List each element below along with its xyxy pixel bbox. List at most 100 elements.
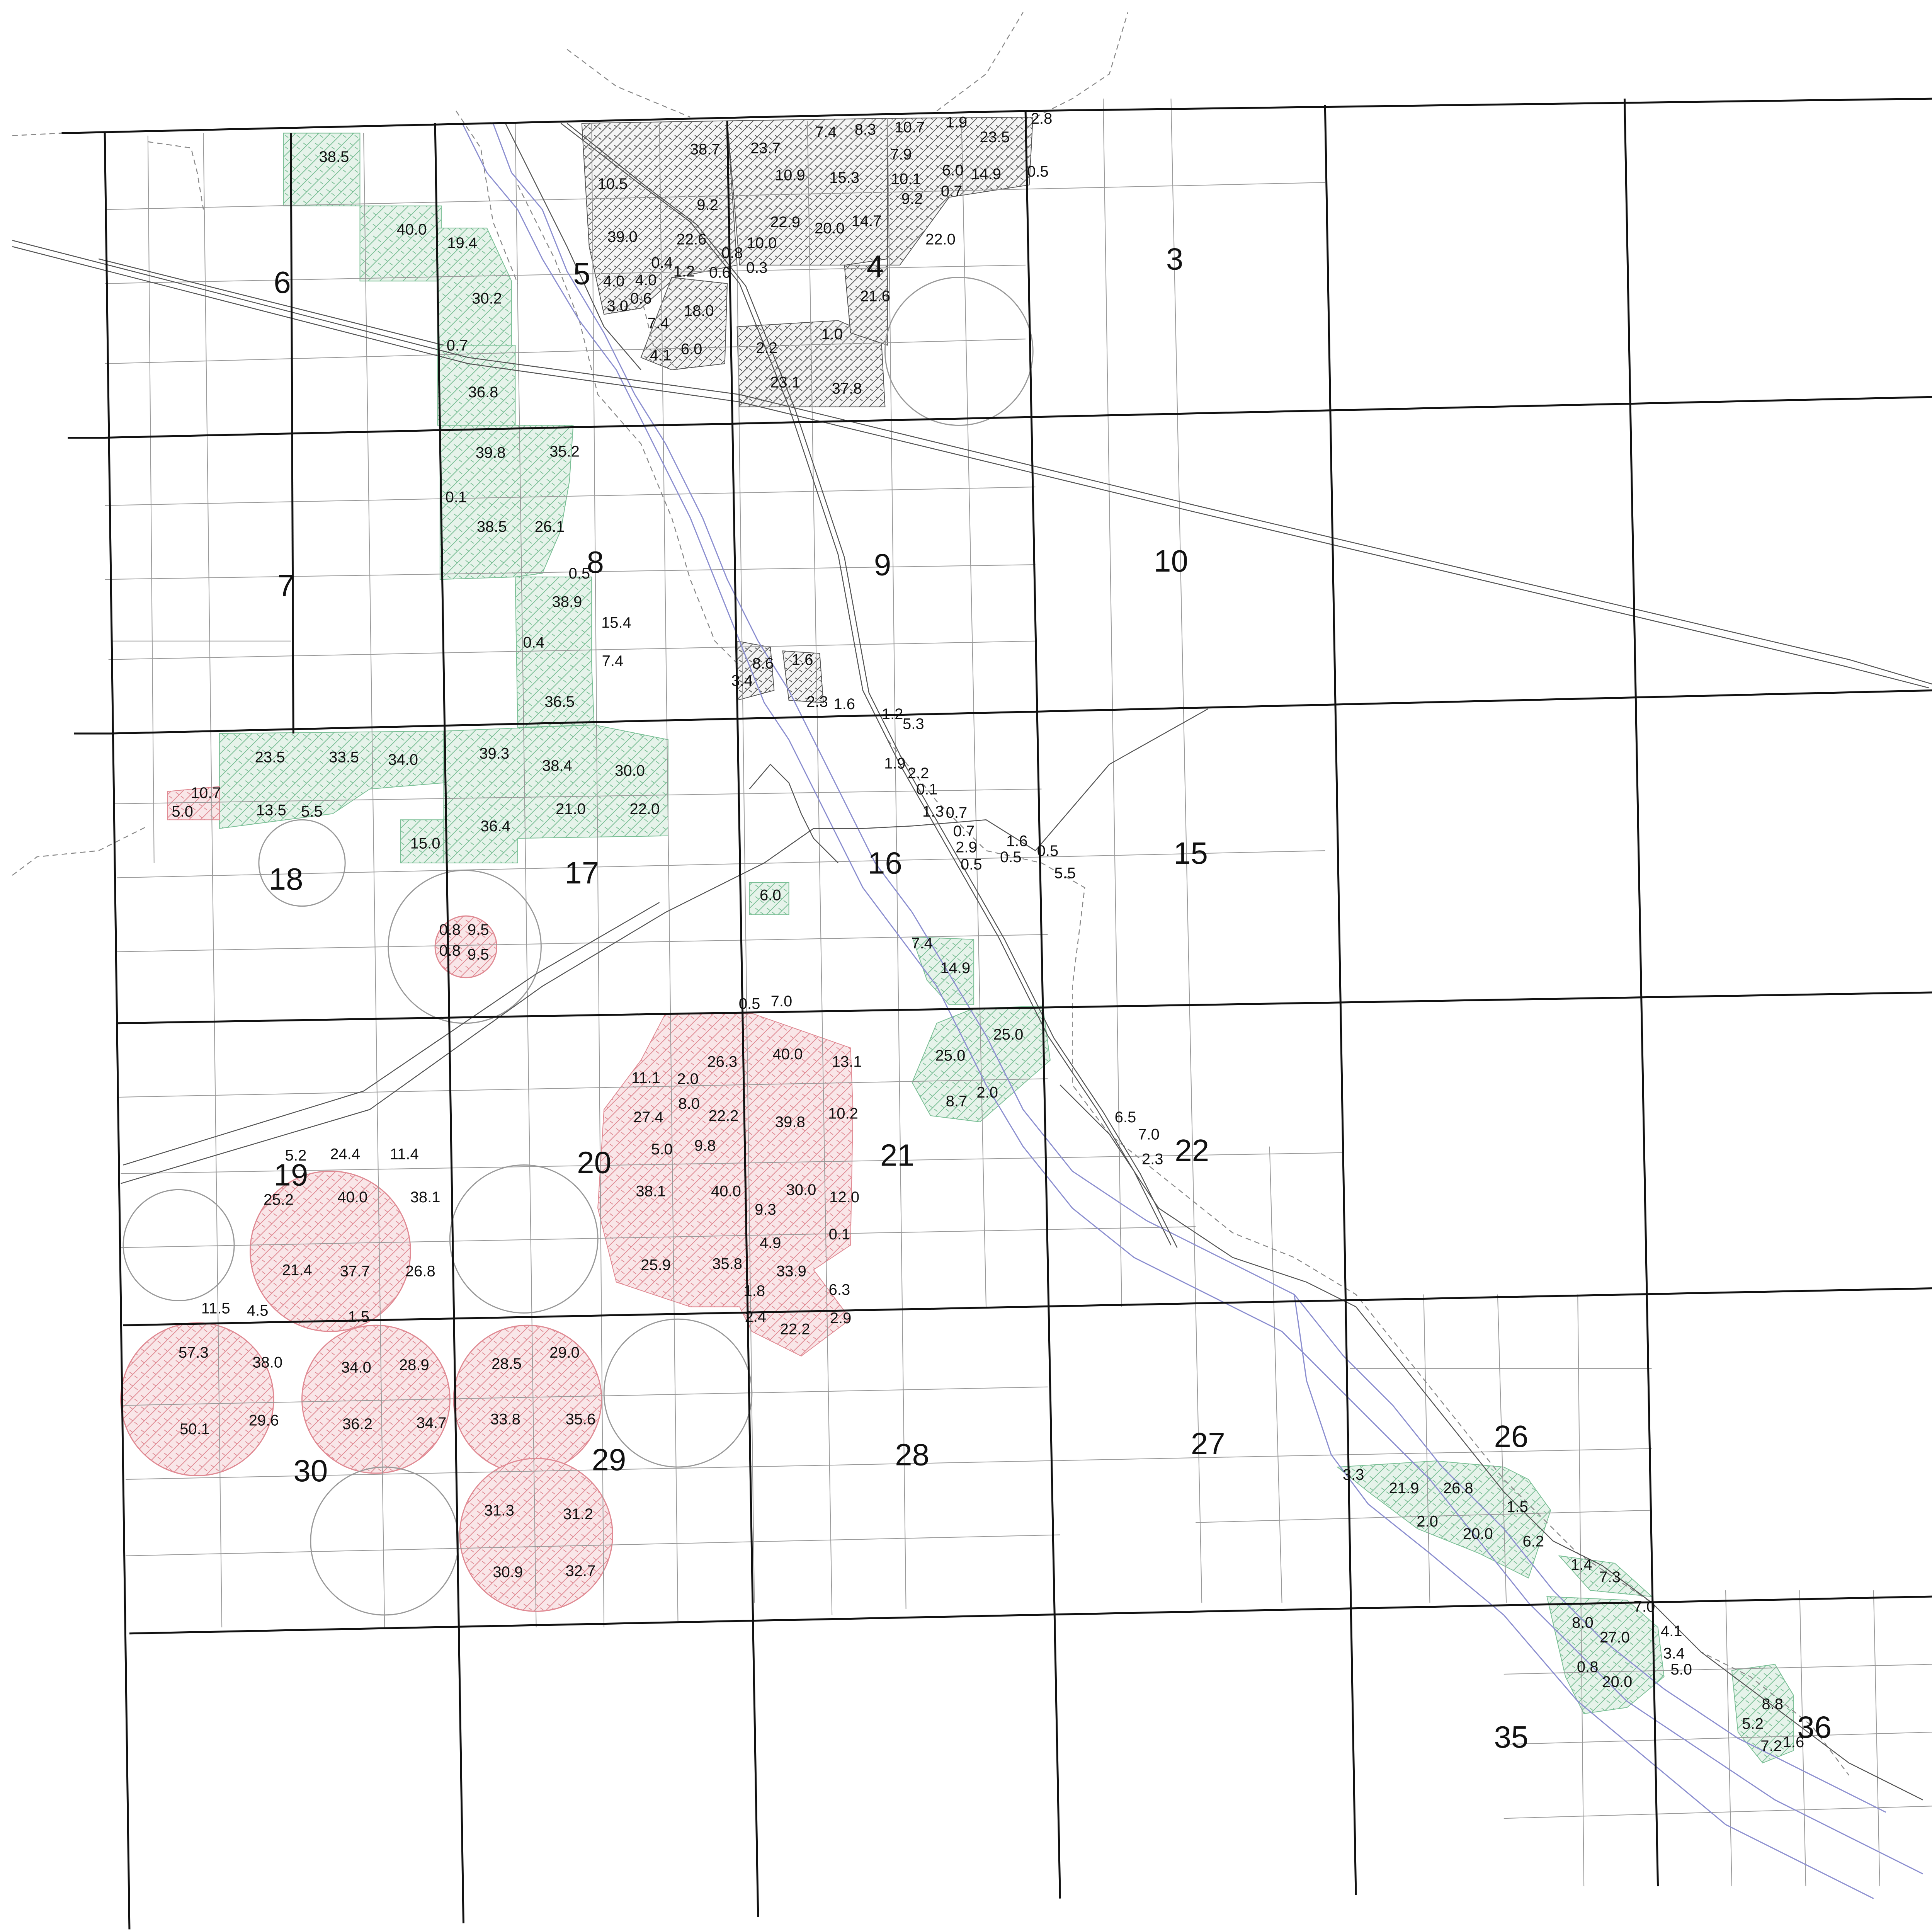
section-line — [726, 121, 759, 1917]
dashed-boundary — [566, 49, 690, 118]
acreage-label: 0.5 — [1027, 163, 1049, 180]
quarter-line — [1170, 99, 1202, 1603]
quarter-line — [1799, 1590, 1806, 1886]
red-field — [597, 1013, 854, 1357]
section-label-18: 18 — [269, 862, 303, 896]
acreage-label: 23.5 — [980, 129, 1010, 146]
acreage-label: 39.8 — [476, 444, 506, 461]
acreage-label: 9.2 — [697, 196, 718, 213]
section-label-19: 19 — [274, 1158, 308, 1192]
pivot-circle — [884, 277, 1034, 426]
quarter-line — [363, 133, 385, 1627]
acreage-label: 5.3 — [903, 715, 924, 732]
acreage-label: 10.9 — [775, 167, 805, 184]
acreage-label: 5.0 — [172, 803, 193, 820]
acreage-label: 38.1 — [410, 1189, 440, 1206]
acreage-label: 4.1 — [1661, 1623, 1682, 1640]
quarter-line — [105, 339, 1026, 364]
quarter-line — [123, 1386, 1048, 1406]
section-label-26: 26 — [1494, 1419, 1528, 1453]
acreage-label: 36.4 — [480, 818, 510, 835]
acreage-label: 22.2 — [780, 1321, 810, 1338]
acreage-label: 3.3 — [1343, 1466, 1364, 1483]
acreage-label: 0.5 — [961, 856, 982, 873]
acreage-label: 1.9 — [946, 114, 968, 131]
section-label-36: 36 — [1797, 1710, 1832, 1744]
section-line — [1623, 99, 1659, 1886]
acreage-label: 0.6 — [709, 264, 731, 281]
acreage-label: 7.9 — [890, 146, 912, 163]
green-field — [912, 936, 975, 1005]
section-line — [117, 991, 1932, 1025]
acreage-label: 1.6 — [1783, 1734, 1804, 1751]
acreage-label: 12.0 — [829, 1189, 859, 1206]
acreage-label: 40.0 — [337, 1189, 367, 1206]
section-label-20: 20 — [577, 1145, 611, 1180]
acreage-label: 30.9 — [493, 1564, 523, 1581]
acreage-label: 5.2 — [285, 1147, 307, 1164]
acreage-label: 36.2 — [342, 1416, 372, 1433]
acreage-label: 23.1 — [770, 374, 800, 391]
acreage-label: 23.7 — [750, 140, 781, 157]
road-line — [123, 902, 660, 1166]
acreage-label: 33.8 — [490, 1411, 520, 1428]
green-field — [219, 730, 444, 829]
acreage-label: 38.4 — [542, 757, 572, 774]
acreage-label: 3.4 — [1663, 1645, 1685, 1662]
road-line — [560, 123, 1172, 1246]
green-field — [283, 133, 361, 206]
acreage-label: 1.6 — [1006, 832, 1028, 849]
green-field — [359, 205, 442, 282]
dashed-boundary — [936, 12, 1024, 112]
acreage-label: 30.0 — [786, 1181, 816, 1198]
acreage-label: 7.3 — [1599, 1569, 1621, 1586]
acreage-label: 2.4 — [745, 1309, 767, 1326]
acreage-label: 26.8 — [1443, 1480, 1473, 1497]
acreage-label: 0.6 — [630, 290, 652, 307]
acreage-label: 57.3 — [179, 1344, 209, 1361]
acreage-label: 40.0 — [772, 1046, 803, 1063]
dashed-boundary — [1035, 12, 1128, 118]
acreage-label: 20.0 — [1602, 1673, 1632, 1690]
acreage-label: 1.9 — [884, 755, 906, 772]
acreage-label: 4.0 — [603, 273, 625, 290]
acreage-label: 5.5 — [301, 803, 323, 820]
acreage-label: 1.5 — [1507, 1498, 1528, 1515]
acreage-label: 15.0 — [410, 835, 440, 852]
acreage-label: 2.9 — [830, 1310, 852, 1327]
acreage-label: 13.5 — [256, 802, 286, 819]
acreage-label: 0.8 — [439, 942, 461, 959]
acreage-label: 0.1 — [445, 488, 467, 505]
acreage-label: 7.0 — [1138, 1126, 1160, 1143]
acreage-label: 36.5 — [544, 693, 575, 710]
dashed-boundary — [12, 133, 62, 136]
green-field — [1336, 1460, 1551, 1579]
acreage-label: 8.6 — [752, 655, 774, 672]
acreage-label: 3.0 — [607, 298, 628, 315]
pivot-circle — [258, 819, 346, 907]
acreage-label: 7.4 — [648, 315, 669, 332]
section-lines — [61, 97, 1932, 1930]
acreage-label: 22.0 — [925, 231, 956, 248]
dashed-boundary — [12, 825, 148, 876]
quarter-line — [1103, 99, 1122, 1307]
quarter-line — [105, 182, 1325, 210]
section-label-8: 8 — [587, 545, 604, 579]
acreage-label: 0.7 — [953, 823, 975, 840]
green-field — [1731, 1664, 1794, 1763]
acreage-label: 29.0 — [549, 1344, 580, 1361]
acreage-label: 22.0 — [629, 800, 660, 817]
section-line — [61, 110, 1026, 134]
acreage-label: 2.9 — [956, 839, 977, 856]
acreage-label: 30.2 — [472, 290, 502, 307]
roads-and-rail — [12, 123, 1932, 1801]
acreage-label: 1.8 — [743, 1283, 765, 1300]
quarter-line — [1503, 1732, 1932, 1745]
acreage-label: 0.8 — [1577, 1659, 1599, 1676]
acreage-label: 19.4 — [447, 235, 477, 252]
green-field — [443, 724, 668, 863]
acreage-label: 8.3 — [855, 121, 876, 138]
road-line — [566, 123, 1178, 1248]
section-line — [104, 133, 131, 1930]
section-label-3: 3 — [1166, 242, 1184, 276]
